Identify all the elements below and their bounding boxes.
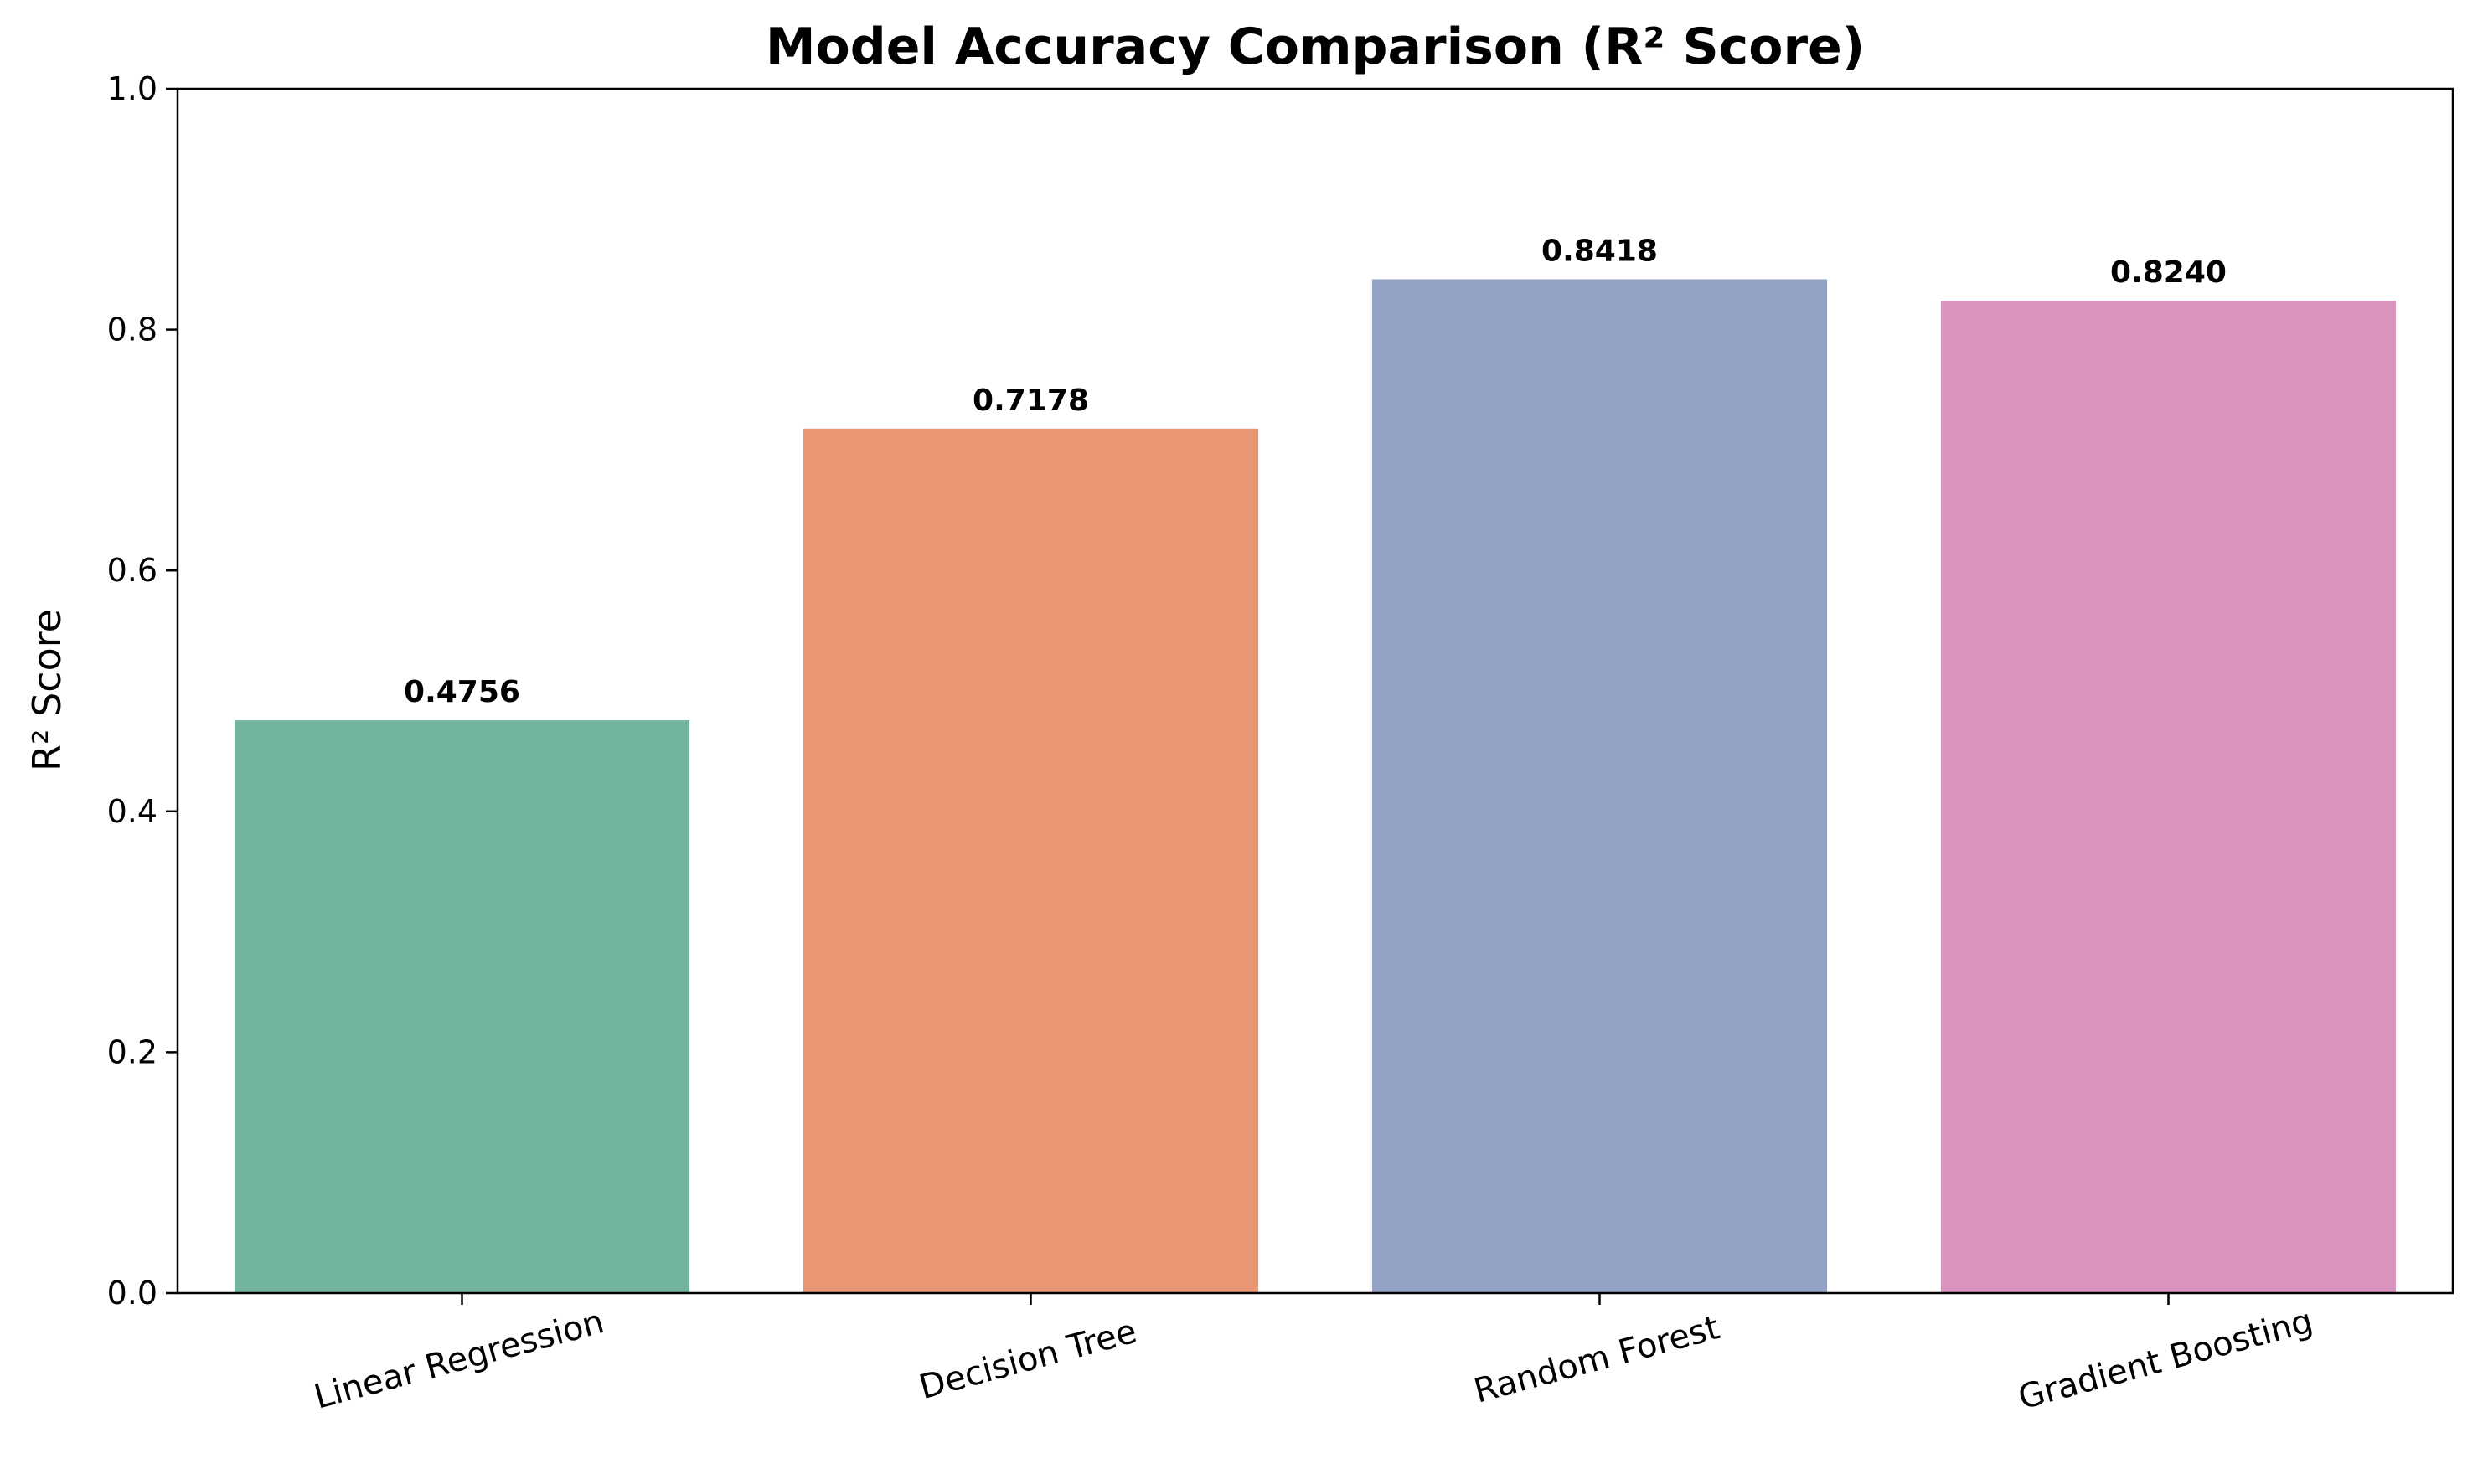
x-tick-label-linear-regression: Linear Regression [310,1302,608,1417]
value-label-decision-tree: 0.7178 [973,384,1089,418]
x-tick-label-gradient-boosting: Gradient Boosting [2015,1301,2317,1417]
bar-random-forest [1371,279,1828,1294]
chart-title: Model Accuracy Comparison (R² Score) [766,18,1865,76]
bar-linear-regression [234,720,690,1293]
y-tick-label: 0.0 [107,1275,157,1311]
plot-frame [176,87,2454,1295]
value-label-random-forest: 0.8418 [1541,234,1658,268]
value-labels: 0.4756 0.7178 0.8418 0.8240 [404,234,2227,709]
y-axis-label: R² Score [24,609,70,771]
value-label-linear-regression: 0.4756 [404,675,520,709]
bars-layer [234,279,2397,1294]
y-tick-label: 0.4 [107,793,157,830]
x-axis-ticks: Linear Regression Decision Tree Random For… [310,1293,2317,1417]
value-label-gradient-boosting: 0.8240 [2110,255,2227,290]
y-tick-label: 0.8 [107,312,157,348]
y-tick-label: 0.2 [107,1033,157,1070]
bar-gradient-boosting [1940,301,2397,1293]
y-axis-ticks: 0.0 0.2 0.4 0.6 0.8 1.0 [107,70,178,1311]
x-tick-label-decision-tree: Decision Tree [916,1312,1141,1407]
bar-decision-tree [803,428,1259,1293]
y-tick-label: 1.0 [107,70,157,107]
y-tick-label: 0.6 [107,552,157,589]
x-tick-label-random-forest: Random Forest [1470,1308,1724,1410]
